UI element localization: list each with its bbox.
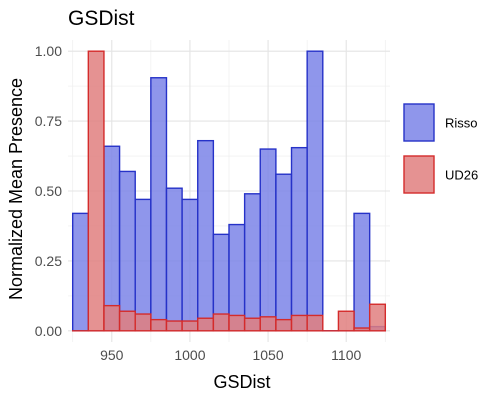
bar-risso [259, 148, 277, 332]
y-tick-label: 0.50 [35, 183, 62, 199]
bar-ud26 [150, 318, 168, 332]
legend-key-risso [403, 103, 435, 142]
bar-risso [118, 170, 136, 332]
bar-ud26 [87, 50, 105, 332]
legend-label-risso: Risso [445, 116, 478, 131]
bar-risso [150, 77, 168, 332]
legend: Risso UD26 [403, 103, 478, 194]
x-axis-title: GSDist [213, 372, 270, 392]
legend-key-ud26 [403, 155, 435, 194]
bar-risso [353, 212, 371, 332]
y-tick-label: 0.00 [35, 323, 62, 339]
bar-ud26 [181, 320, 199, 332]
x-tick-label: 1050 [252, 347, 283, 363]
bar-ud26 [228, 314, 246, 332]
bar-ud26 [243, 317, 261, 332]
bar-ud26 [212, 313, 230, 332]
y-tick-label: 0.25 [35, 253, 62, 269]
bar-risso [290, 146, 308, 332]
x-axis-ticks: 950 1000 1050 1100 [100, 347, 361, 363]
bar-ud26 [353, 327, 371, 332]
bar-ud26 [134, 313, 152, 332]
bar-ud26 [306, 314, 324, 332]
bar-risso [103, 145, 121, 332]
y-axis-title: Normalized Mean Presence [6, 78, 26, 300]
bar-risso [197, 139, 215, 332]
bar-ud26 [290, 314, 308, 332]
bar-risso [71, 212, 90, 332]
bar-ud26 [368, 303, 387, 332]
legend-label-ud26: UD26 [445, 168, 478, 183]
bar-risso [181, 198, 199, 332]
bar-ud26 [259, 316, 277, 332]
x-tick-label: 950 [100, 347, 124, 363]
x-tick-label: 1000 [174, 347, 205, 363]
bar-ud26 [337, 310, 355, 332]
bar-risso [306, 50, 324, 332]
bar-risso [165, 187, 183, 332]
bar-ud26 [275, 318, 293, 332]
chart-title: GSDist [68, 7, 135, 30]
bar-risso [243, 193, 261, 332]
bar-ud26 [165, 320, 183, 332]
bars [71, 50, 387, 332]
bar-ud26 [118, 310, 136, 332]
y-tick-label: 1.00 [35, 43, 62, 59]
x-tick-label: 1100 [331, 347, 361, 363]
bar-ud26 [103, 304, 121, 332]
bar-risso [275, 173, 293, 332]
bar-risso [134, 198, 152, 332]
bar-ud26 [197, 317, 215, 332]
y-tick-label: 0.75 [35, 113, 62, 129]
y-axis-ticks: 0.00 0.25 0.50 0.75 1.00 [35, 43, 62, 339]
